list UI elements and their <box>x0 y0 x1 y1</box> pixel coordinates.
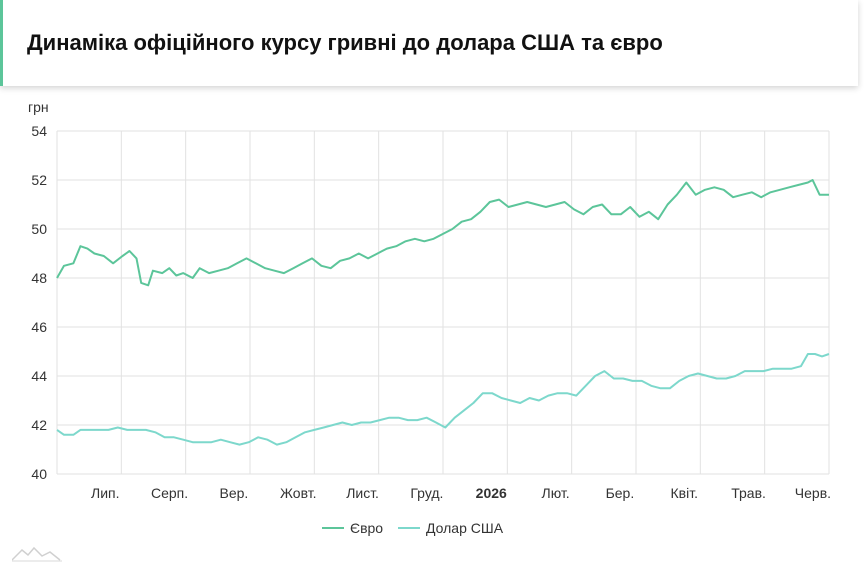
grid-lines <box>56 130 830 475</box>
y-axis: 40 42 44 46 48 50 52 54 грн <box>28 99 49 482</box>
y-tick-label: 44 <box>31 368 47 384</box>
series-line-usd <box>56 353 830 446</box>
y-tick-label: 40 <box>31 466 47 482</box>
legend-label: Долар США <box>426 520 504 536</box>
x-tick-label: Квіт. <box>671 485 698 501</box>
page-title: Динаміка офіційного курсу гривні до дола… <box>27 30 663 55</box>
y-tick-label: 46 <box>31 319 47 335</box>
x-tick-label: Бер. <box>606 485 635 501</box>
x-tick-label: Лют. <box>542 485 570 501</box>
mountain-logo-icon <box>12 546 62 562</box>
y-tick-label: 42 <box>31 417 47 433</box>
x-tick-label: 2026 <box>476 485 507 501</box>
y-tick-label: 48 <box>31 270 47 286</box>
series-lines <box>56 179 830 446</box>
x-tick-label: Жовт. <box>280 485 316 501</box>
x-tick-label: Лип. <box>91 485 119 501</box>
x-tick-label: Серп. <box>151 485 188 501</box>
legend-label: Євро <box>350 520 383 536</box>
y-tick-label: 50 <box>31 221 47 237</box>
chart-header: Динаміка офіційного курсу гривні до дола… <box>0 0 858 86</box>
x-tick-label: Лист. <box>346 485 379 501</box>
x-tick-label: Груд. <box>410 485 443 501</box>
legend: Євро Долар США <box>322 520 504 536</box>
x-tick-label: Черв. <box>795 485 831 501</box>
x-tick-label: Трав. <box>731 485 766 501</box>
x-axis: Лип. Серп. Вер. Жовт. Лист. Груд. 2026 Лют. Бер.… <box>91 485 831 501</box>
series-line-euro <box>56 179 829 287</box>
y-tick-label: 54 <box>31 123 47 139</box>
x-tick-label: Вер. <box>220 485 249 501</box>
y-axis-label: грн <box>28 99 49 115</box>
y-tick-label: 52 <box>31 172 47 188</box>
